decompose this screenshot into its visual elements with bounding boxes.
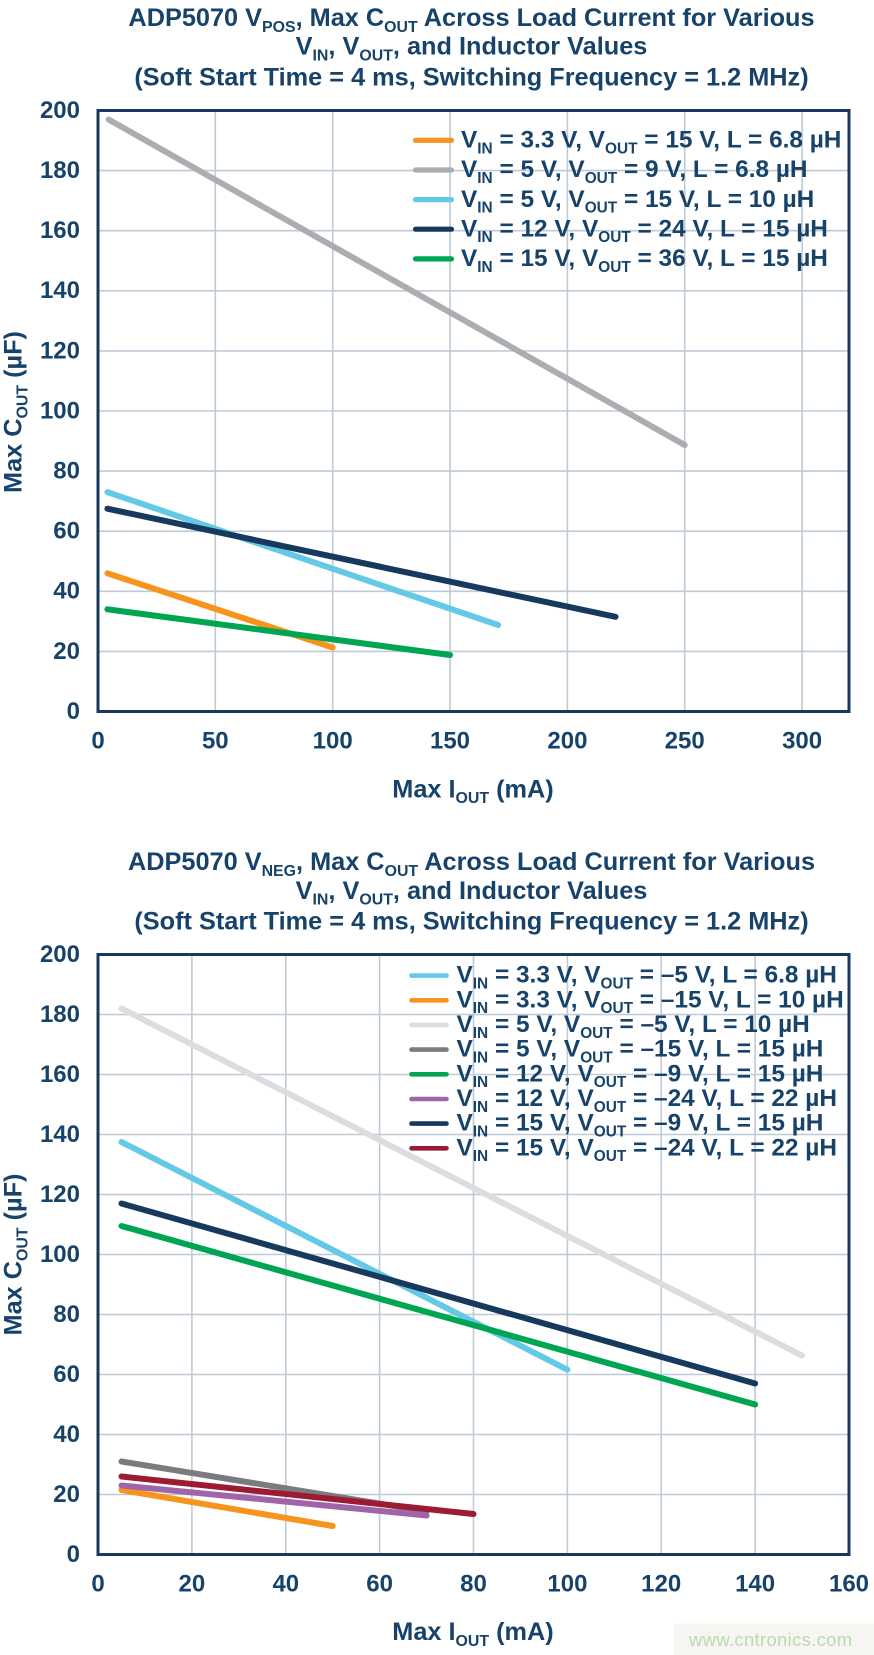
- svg-text:VIN​ = 5 V, VOUT​ = –5 V, L =: VIN​ = 5 V, VOUT​ = –5 V, L = 10 µH: [457, 1011, 810, 1042]
- svg-text:VIN​ = 3.3 V, VOUT​ = 15 V, L: VIN​ = 3.3 V, VOUT​ = 15 V, L = 6.8 µH: [461, 127, 841, 158]
- svg-text:www.cntronics.com: www.cntronics.com: [688, 1629, 852, 1650]
- svg-text:ADP5070 VPOS​, Max COUT​ Acros: ADP5070 VPOS​, Max COUT​ Across Load Cur…: [128, 4, 814, 36]
- svg-text:250: 250: [665, 728, 705, 755]
- svg-text:20: 20: [179, 1571, 206, 1598]
- svg-text:VIN​ = 12 V, VOUT​ = 24 V, L =: VIN​ = 12 V, VOUT​ = 24 V, L = 15 µH: [461, 215, 828, 246]
- svg-text:VIN​ = 5 V, VOUT​ = 9 V, L = 6: VIN​ = 5 V, VOUT​ = 9 V, L = 6.8 µH: [461, 156, 808, 187]
- svg-text:120: 120: [641, 1571, 681, 1598]
- svg-text:60: 60: [53, 1361, 80, 1388]
- svg-text:VIN​ = 3.3 V, VOUT​ = –15 V, L: VIN​ = 3.3 V, VOUT​ = –15 V, L = 10 µH: [457, 986, 844, 1017]
- svg-text:40: 40: [53, 1421, 80, 1448]
- svg-text:160: 160: [829, 1571, 869, 1598]
- svg-text:Max COUT​ (µF): Max COUT​ (µF): [0, 331, 31, 493]
- svg-text:VIN​ = 5 V, VOUT​ = –15 V, L =: VIN​ = 5 V, VOUT​ = –15 V, L = 15 µH: [457, 1036, 824, 1067]
- svg-text:0: 0: [91, 728, 104, 755]
- svg-text:140: 140: [40, 277, 80, 304]
- svg-text:140: 140: [735, 1571, 775, 1598]
- svg-text:0: 0: [67, 1541, 80, 1568]
- svg-text:(Soft Start Time = 4 ms, Switc: (Soft Start Time = 4 ms, Switching Frequ…: [134, 907, 808, 935]
- svg-text:VIN​ = 5 V, VOUT​ = 15 V, L =: VIN​ = 5 V, VOUT​ = 15 V, L = 10 µH: [461, 186, 814, 217]
- svg-text:VIN​ = 15 V, VOUT​ = –9 V, L =: VIN​ = 15 V, VOUT​ = –9 V, L = 15 µH: [457, 1110, 824, 1141]
- svg-text:100: 100: [40, 397, 80, 424]
- svg-text:40: 40: [272, 1571, 299, 1598]
- svg-text:300: 300: [782, 728, 822, 755]
- svg-text:Max IOUT​ (mA): Max IOUT​ (mA): [392, 1618, 553, 1650]
- svg-text:140: 140: [40, 1121, 80, 1148]
- svg-text:VIN​ = 12 V, VOUT​ = –9 V, L =: VIN​ = 12 V, VOUT​ = –9 V, L = 15 µH: [457, 1060, 824, 1091]
- svg-text:20: 20: [53, 1481, 80, 1508]
- svg-text:50: 50: [202, 728, 229, 755]
- svg-text:VIN​, VOUT​, and Inductor Valu: VIN​, VOUT​, and Inductor Values: [296, 877, 648, 909]
- svg-text:150: 150: [430, 728, 470, 755]
- svg-text:80: 80: [53, 1301, 80, 1328]
- svg-text:VIN​ = 15 V, VOUT​ = 36 V, L =: VIN​ = 15 V, VOUT​ = 36 V, L = 15 µH: [461, 245, 828, 276]
- svg-text:120: 120: [40, 337, 80, 364]
- svg-text:VIN​ = 12 V, VOUT​ = –24 V, L: VIN​ = 12 V, VOUT​ = –24 V, L = 22 µH: [457, 1085, 837, 1116]
- svg-text:200: 200: [40, 97, 80, 124]
- svg-text:180: 180: [40, 157, 80, 184]
- svg-text:120: 120: [40, 1181, 80, 1208]
- svg-text:VIN​, VOUT​, and Inductor Valu: VIN​, VOUT​, and Inductor Values: [296, 33, 648, 65]
- svg-text:160: 160: [40, 1061, 80, 1088]
- svg-text:VIN​ = 15 V, VOUT​ = –24 V, L: VIN​ = 15 V, VOUT​ = –24 V, L = 22 µH: [457, 1134, 837, 1165]
- svg-text:100: 100: [547, 1571, 587, 1598]
- svg-text:Max IOUT​ (mA): Max IOUT​ (mA): [392, 775, 553, 807]
- svg-text:80: 80: [460, 1571, 487, 1598]
- svg-text:Max COUT​ (µF): Max COUT​ (µF): [0, 1174, 31, 1336]
- svg-text:VIN​ = 3.3 V, VOUT​ = –5 V, L: VIN​ = 3.3 V, VOUT​ = –5 V, L = 6.8 µH: [457, 962, 837, 993]
- svg-text:(Soft Start Time = 4 ms, Switc: (Soft Start Time = 4 ms, Switching Frequ…: [134, 63, 808, 91]
- svg-text:180: 180: [40, 1001, 80, 1028]
- svg-text:20: 20: [53, 638, 80, 665]
- svg-text:200: 200: [40, 941, 80, 968]
- svg-text:80: 80: [53, 458, 80, 485]
- svg-text:60: 60: [53, 518, 80, 545]
- svg-text:40: 40: [53, 578, 80, 605]
- svg-text:0: 0: [91, 1571, 104, 1598]
- svg-text:0: 0: [67, 698, 80, 725]
- svg-text:60: 60: [366, 1571, 393, 1598]
- svg-text:100: 100: [40, 1241, 80, 1268]
- svg-text:200: 200: [547, 728, 587, 755]
- svg-text:ADP5070 VNEG​, Max COUT​ Acros: ADP5070 VNEG​, Max COUT​ Across Load Cur…: [128, 848, 815, 880]
- svg-text:100: 100: [313, 728, 353, 755]
- svg-text:160: 160: [40, 217, 80, 244]
